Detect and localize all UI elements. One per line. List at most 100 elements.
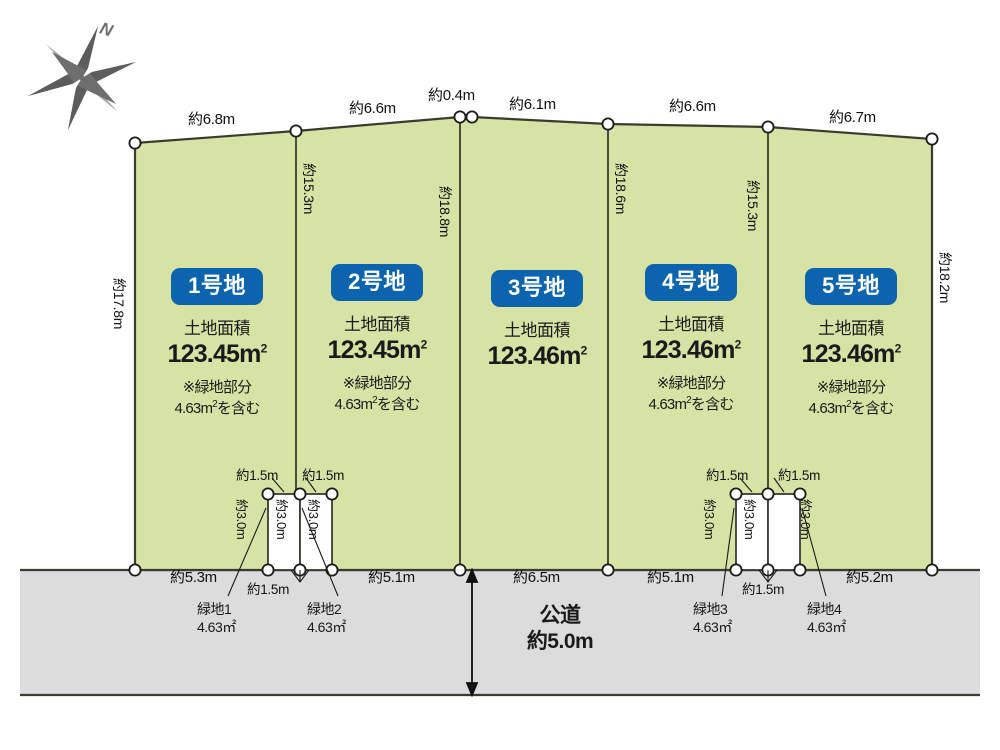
road-name: 公道: [539, 604, 582, 627]
dim-divider-2-3: 約18.8m: [437, 186, 453, 238]
plot-block-1: 1号地 土地面積 123.45m2 ※緑地部分 4.63m2を含む: [142, 268, 292, 418]
green-area-name-3: 緑地3: [693, 601, 728, 617]
leader-lines-green-right: [721, 507, 827, 597]
plot-area-caption-4: 土地面積: [658, 315, 725, 334]
plot-note-line2-5: 4.63m2を含む: [776, 397, 926, 418]
green-area-3-cutout: [735, 493, 769, 571]
dim-top-5: 約6.6m: [669, 98, 716, 115]
dim-green-right-top-2: 約1.5m: [778, 468, 821, 483]
plot-note-line1-1: ※緑地部分: [182, 379, 252, 396]
dim-green-left-bottom: 約1.5m: [247, 582, 290, 597]
plot-area-number-2: 123.45m: [327, 336, 422, 364]
plot-badge-2[interactable]: 2号地: [331, 264, 423, 301]
vertex-markers-top: [128, 110, 939, 150]
road-width-arrow: [465, 567, 479, 698]
green-area-tag-1: 緑地1 4.63㎡: [197, 601, 236, 636]
dim-bottom-3: 約5.1m: [368, 569, 415, 586]
plot-note-line2-4: 4.63m2を含む: [616, 393, 766, 414]
dim-top-6: 約6.7m: [829, 109, 876, 126]
green-area-size-2: 4.63㎡: [307, 618, 346, 635]
plot-note-sup-1: 2: [212, 399, 218, 410]
plot-note-post-2: を含む: [376, 396, 420, 413]
road-label: 公道 約5.0m: [490, 603, 630, 656]
plot-note-sup-5: 2: [846, 399, 852, 410]
dim-right-boundary: 約18.2m: [937, 252, 953, 304]
plot-note-pre-1: 4.63m: [174, 400, 213, 417]
leader-lines-green-left: [227, 507, 339, 597]
dim-divider-3-4: 約18.6m: [613, 163, 629, 215]
plot-area-value-1: 123.45m2: [142, 340, 292, 369]
dim-green-left-top-1: 約1.5m: [236, 468, 279, 483]
dim-green-right-side-b: 約3.0m: [742, 499, 757, 540]
plot-note-sup-4: 2: [686, 395, 692, 406]
plot-note-line2-2: 4.63m2を含む: [302, 393, 452, 414]
dim-bottom-4: 約6.5m: [513, 569, 560, 586]
plot-area-sup-1: 2: [260, 341, 268, 356]
dim-top-4: 約6.1m: [509, 96, 556, 113]
dim-top-2: 約6.6m: [349, 100, 396, 117]
plot-note-line1-5: ※緑地部分: [816, 379, 886, 396]
plot-badge-1[interactable]: 1号地: [171, 268, 263, 305]
vertex-markers-green: [261, 487, 807, 501]
green-area-size-3: 4.63㎡: [693, 618, 732, 635]
dim-green-right-top-1: 約1.5m: [706, 468, 749, 483]
green-area-tag-2: 緑地2 4.63㎡: [307, 601, 346, 636]
road-area: [20, 570, 980, 695]
dim-green-right-bottom: 約1.5m: [742, 582, 785, 597]
plot-area-number-5: 123.46m: [801, 340, 896, 368]
green-area-size-1: 4.63㎡: [197, 618, 236, 635]
plot-note-pre-5: 4.63m: [808, 400, 847, 417]
plot-area-number-3: 123.46m: [487, 342, 582, 370]
plot-area-sup-2: 2: [420, 337, 428, 352]
green-area-name-1: 緑地1: [197, 601, 232, 617]
plot-badge-4[interactable]: 4号地: [645, 264, 737, 301]
plot-block-5: 5号地 土地面積 123.46m2 ※緑地部分 4.63m2を含む: [776, 268, 926, 418]
plot-area-value-4: 123.46m2: [616, 336, 766, 365]
plot-note-line1-2: ※緑地部分: [342, 375, 412, 392]
green-area-tag-4: 緑地4 4.63㎡: [807, 601, 846, 636]
green-area-name-2: 緑地2: [307, 601, 342, 617]
plot-area-caption-2: 土地面積: [344, 315, 411, 334]
green-area-2-cutout: [299, 493, 333, 571]
dim-green-right-side-c: 約3.0m: [798, 499, 813, 540]
dim-bottom-7: 約5.2m: [846, 569, 893, 586]
plot-note-sup-2: 2: [372, 395, 378, 406]
dim-green-right-side-a: 約3.0m: [702, 499, 717, 540]
plot-block-3: 3号地 土地面積 123.46m2: [462, 270, 612, 371]
green-area-size-4: 4.63㎡: [807, 618, 846, 635]
plot-note-line2-1: 4.63m2を含む: [142, 397, 292, 418]
plot-area-caption-5: 土地面積: [818, 319, 885, 338]
plot-block-4: 4号地 土地面積 123.46m2 ※緑地部分 4.63m2を含む: [616, 264, 766, 414]
plot-badge-5[interactable]: 5号地: [805, 268, 897, 305]
plot-area-sup-3: 2: [580, 343, 588, 358]
plot-area-sup-5: 2: [894, 341, 902, 356]
plot-area-number-1: 123.45m: [167, 340, 262, 368]
dim-divider-4-5: 約15.3m: [745, 180, 761, 232]
dim-green-left-side-a: 約3.0m: [234, 499, 249, 540]
plot-area-caption-3: 土地面積: [504, 321, 571, 340]
land-parcel-outline: [133, 115, 934, 572]
dim-green-left-top-2: 約1.5m: [302, 468, 345, 483]
compass-rose-icon: [28, 26, 136, 130]
plot-note-post-5: を含む: [850, 400, 894, 417]
dim-left-boundary: 約17.8m: [111, 278, 127, 330]
plot-block-2: 2号地 土地面積 123.45m2 ※緑地部分 4.63m2を含む: [302, 264, 452, 414]
plot-area-value-5: 123.46m2: [776, 340, 926, 369]
green-area-4-cutout: [767, 493, 801, 571]
green-area-tag-3: 緑地3 4.63㎡: [693, 601, 732, 636]
plot-badge-3[interactable]: 3号地: [491, 270, 583, 307]
plot-note-post-4: を含む: [690, 396, 734, 413]
dim-green-left-side-c: 約3.0m: [306, 499, 321, 540]
plot-note-line1-4: ※緑地部分: [656, 375, 726, 392]
dim-green-left-side-b: 約3.0m: [274, 499, 289, 540]
plot-area-caption-1: 土地面積: [184, 319, 251, 338]
plot-area-number-4: 123.46m: [641, 336, 736, 364]
road-width: 約5.0m: [526, 630, 594, 654]
plot-note-post-1: を含む: [216, 400, 260, 417]
green-area-1-cutout: [267, 493, 301, 571]
dim-bottom-1: 約5.3m: [170, 569, 217, 586]
leader-ticks-cutout-top: [271, 477, 785, 493]
plot-area-value-3: 123.46m2: [462, 342, 612, 371]
